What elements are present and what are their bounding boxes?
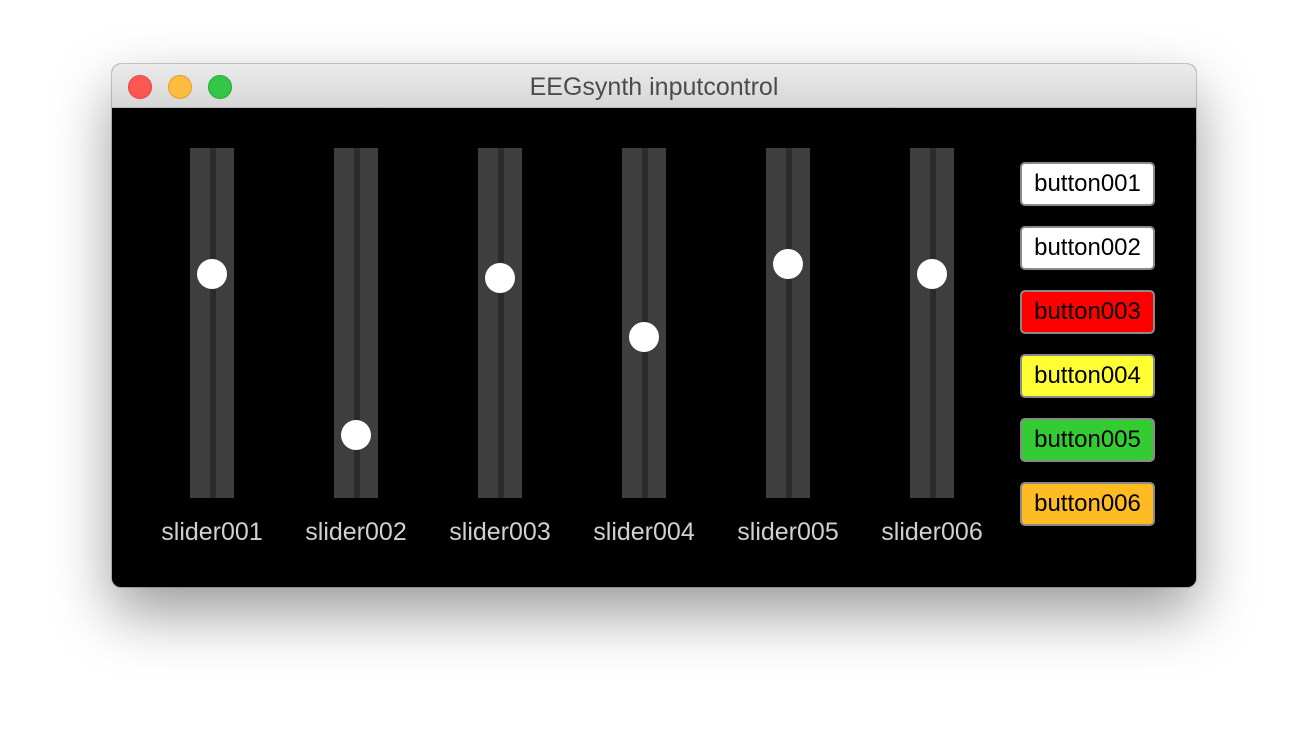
slider-thumb[interactable] bbox=[341, 420, 371, 450]
slider-thumb[interactable] bbox=[485, 262, 515, 293]
slider-label: slider005 bbox=[737, 518, 839, 546]
slider-groove bbox=[498, 148, 504, 498]
slider-label: slider002 bbox=[305, 518, 407, 546]
slider-group-4: slider004 bbox=[544, 108, 695, 587]
minimize-window-button[interactable] bbox=[168, 75, 192, 99]
app-window: EEGsynth inputcontrol slider001 slider00… bbox=[112, 64, 1196, 587]
button002[interactable]: button002 bbox=[1020, 226, 1155, 270]
slider-group-5: slider005 bbox=[688, 108, 839, 587]
slider-track[interactable] bbox=[190, 148, 234, 498]
slider-label: slider004 bbox=[593, 518, 695, 546]
slider-groove bbox=[354, 148, 360, 498]
slider-thumb[interactable] bbox=[773, 248, 803, 279]
button006[interactable]: button006 bbox=[1020, 482, 1155, 526]
slider-label: slider001 bbox=[161, 518, 263, 546]
slider-group-3: slider003 bbox=[400, 108, 551, 587]
slider-group-2: slider002 bbox=[256, 108, 407, 587]
slider-track[interactable] bbox=[766, 148, 810, 498]
button005[interactable]: button005 bbox=[1020, 418, 1155, 462]
slider-group-6: slider006 bbox=[832, 108, 983, 587]
close-window-button[interactable] bbox=[128, 75, 152, 99]
slider-groove bbox=[786, 148, 792, 498]
slider-label: slider003 bbox=[449, 518, 551, 546]
slider-thumb[interactable] bbox=[197, 259, 227, 289]
zoom-window-button[interactable] bbox=[208, 75, 232, 99]
control-panel: slider001 slider002 slider003 slider004 bbox=[112, 108, 1196, 587]
slider-track[interactable] bbox=[334, 148, 378, 498]
slider-track[interactable] bbox=[622, 148, 666, 498]
button001[interactable]: button001 bbox=[1020, 162, 1155, 206]
slider-group-1: slider001 bbox=[112, 108, 263, 587]
slider-label: slider006 bbox=[881, 518, 983, 546]
title-bar[interactable]: EEGsynth inputcontrol bbox=[112, 64, 1196, 108]
window-title: EEGsynth inputcontrol bbox=[529, 73, 779, 101]
slider-groove bbox=[930, 148, 936, 498]
slider-groove bbox=[210, 148, 216, 498]
button003[interactable]: button003 bbox=[1020, 290, 1155, 334]
button004[interactable]: button004 bbox=[1020, 354, 1155, 398]
slider-thumb[interactable] bbox=[917, 259, 947, 289]
slider-thumb[interactable] bbox=[629, 322, 659, 352]
slider-track[interactable] bbox=[910, 148, 954, 498]
slider-track[interactable] bbox=[478, 148, 522, 498]
